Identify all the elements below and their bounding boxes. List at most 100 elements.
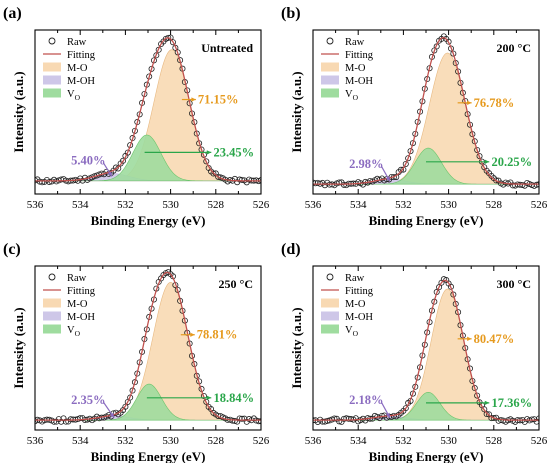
legend-vo-subscript: O (75, 329, 81, 338)
vo-percent-label: 17.36% (492, 396, 533, 410)
raw-data-point (120, 157, 127, 164)
mo-percent-label: 71.15% (198, 93, 239, 107)
legend-vo-swatch (43, 88, 61, 98)
legend-moh-swatch (321, 311, 339, 321)
raw-data-point (483, 411, 490, 418)
moh-arrow-head (107, 171, 112, 177)
raw-data-point (46, 178, 53, 185)
legend-fitting-label: Fitting (345, 50, 374, 61)
vo-percent-label: 20.25% (492, 155, 533, 169)
raw-data-point (445, 38, 452, 45)
moh-arrow-head (109, 412, 115, 418)
legend-vo-subscript: O (353, 329, 359, 338)
x-tick-label: 526 (253, 435, 270, 447)
legend-moh-swatch (43, 311, 61, 321)
raw-data-point (169, 39, 176, 46)
chart-panel-2: 536 534 532 530 528 526 Binding Energy (eV) Int… (3, 241, 270, 463)
raw-data-point (313, 180, 319, 187)
legend-vo-swatch (43, 324, 61, 334)
moh-arrow-head (385, 176, 390, 182)
legend-vo-swatch (321, 324, 339, 334)
raw-data-point (238, 176, 245, 183)
condition-label: Untreated (201, 41, 253, 55)
mo-arrow-head (190, 332, 195, 337)
raw-data-point (336, 179, 343, 186)
legend-vo-main: V (67, 325, 75, 336)
moh-percent-label: 2.98% (349, 157, 383, 171)
legend-fitting-label: Fitting (67, 50, 96, 61)
chart-panel-1: 536 534 532 530 528 526 Binding Energy (eV) Int… (281, 5, 548, 228)
x-tick-label: 532 (117, 435, 134, 447)
legend-moh-label: M-OH (67, 312, 95, 323)
x-tick-label: 534 (350, 199, 367, 211)
y-axis-label: Intensity (a.u.) (289, 71, 304, 152)
x-tick-label: 534 (72, 435, 89, 447)
legend-vo-subscript: O (75, 93, 81, 102)
x-tick-label: 530 (440, 435, 457, 447)
condition-label: 250 °C (219, 277, 253, 291)
raw-data-point (39, 179, 46, 186)
legend-raw-label: Raw (67, 273, 87, 284)
legend-fitting-label: Fitting (67, 286, 96, 297)
x-tick-label: 526 (531, 199, 548, 211)
raw-data-point (51, 418, 58, 425)
legend-vo-subscript: O (353, 93, 359, 102)
condition-label: 300 °C (497, 277, 531, 291)
y-axis-label: Intensity (a.u.) (11, 307, 26, 388)
raw-data-point (481, 406, 488, 413)
legend-mo-swatch (43, 62, 61, 72)
x-tick-label: 526 (531, 435, 548, 447)
x-tick-label: 536 (27, 199, 44, 211)
condition-label: 200 °C (497, 41, 531, 55)
raw-data-point (124, 149, 131, 156)
legend-vo-main: V (345, 325, 353, 336)
x-axis-label: Binding Energy (eV) (369, 449, 484, 463)
vo-percent-label: 18.84% (214, 391, 255, 405)
raw-data-point (490, 415, 497, 422)
legend-vo-main: V (67, 89, 75, 100)
mo-arrow-head (467, 336, 472, 341)
x-tick-label: 532 (395, 199, 412, 211)
x-axis-label: Binding Energy (eV) (91, 449, 206, 463)
raw-data-point (336, 418, 343, 425)
raw-data-point (67, 416, 74, 423)
legend-vo-label: VO (345, 89, 359, 102)
legend-raw-marker (326, 273, 334, 281)
panel-label: (d) (281, 241, 301, 258)
legend-vo-label: VO (67, 89, 81, 102)
x-tick-label: 536 (305, 199, 322, 211)
legend-fitting-label: Fitting (345, 286, 374, 297)
raw-data-point (203, 398, 210, 405)
panel-label: (c) (3, 241, 21, 258)
legend-raw-marker (48, 37, 56, 45)
y-axis-label: Intensity (a.u.) (11, 71, 26, 152)
vo-arrow-head (484, 400, 490, 406)
legend-vo-label: VO (345, 325, 359, 338)
x-tick-label: 532 (117, 199, 134, 211)
mo-percent-label: 78.81% (197, 328, 238, 342)
vo-percent-label: 23.45% (214, 145, 255, 159)
legend-raw-label: Raw (345, 273, 365, 284)
legend-vo-label: VO (67, 325, 81, 338)
raw-data-point (402, 405, 409, 412)
vo-arrow-head (206, 395, 212, 400)
legend-mo-label: M-O (67, 63, 88, 74)
raw-data-point (203, 158, 210, 165)
raw-data-point (436, 284, 443, 291)
fitting-line (35, 271, 261, 421)
vo-arrow-head (484, 159, 490, 164)
raw-data-point (62, 418, 69, 425)
raw-data-point (238, 415, 245, 422)
raw-data-point (313, 179, 316, 186)
vo-arrow-head (206, 150, 212, 155)
x-tick-label: 528 (208, 199, 225, 211)
raw-data-point (148, 65, 155, 72)
moh-percent-label: 2.35% (71, 393, 105, 407)
x-tick-label: 528 (486, 435, 503, 447)
moh-percent-label: 2.18% (349, 393, 383, 407)
fitting-line (35, 37, 261, 182)
legend-moh-label: M-OH (67, 76, 95, 87)
x-tick-label: 536 (27, 435, 44, 447)
legend-raw-marker (48, 273, 56, 281)
